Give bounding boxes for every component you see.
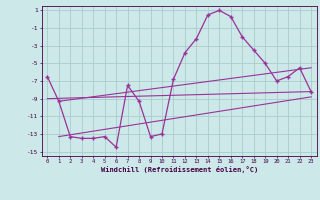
X-axis label: Windchill (Refroidissement éolien,°C): Windchill (Refroidissement éolien,°C)	[100, 166, 258, 173]
